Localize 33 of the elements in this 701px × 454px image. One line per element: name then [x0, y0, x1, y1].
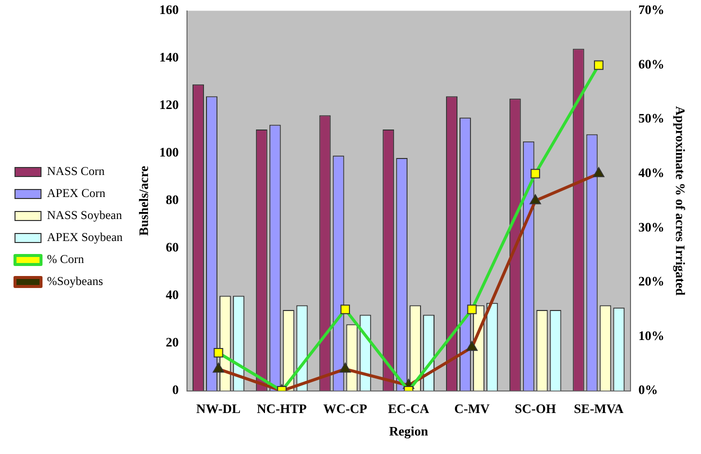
y-tick-label: 20	[166, 334, 179, 350]
y-tick-label: 40	[166, 287, 179, 302]
legend-label: APEX Corn	[47, 186, 106, 200]
x-tick-label: SE-MVA	[574, 400, 624, 416]
x-tick-label: C-MV	[454, 400, 490, 416]
y-tick-label: 160	[159, 2, 179, 18]
y2-tick-label: 40%	[638, 165, 664, 180]
x-tick-label: EC-CA	[388, 400, 430, 416]
y2-tick-label: 20%	[638, 274, 664, 289]
y-axis-title: Bushels/acre	[136, 166, 151, 236]
y2-tick-label: 0%	[638, 382, 658, 398]
legend-label: NASS Corn	[47, 164, 105, 178]
x-axis-title: Region	[389, 424, 429, 439]
legend-label: %Soybeans	[47, 274, 104, 288]
x-tick-label: WC-CP	[323, 400, 368, 416]
y2-tick-label: 60%	[638, 56, 664, 72]
y-tick-label: 80	[166, 192, 179, 208]
x-tick-label: NC-HTP	[256, 400, 307, 416]
y2-tick-label: 70%	[638, 2, 664, 18]
y2-tick-label: 50%	[638, 110, 664, 126]
legend-label: % Corn	[47, 252, 84, 266]
y-tick-label: 0	[172, 382, 179, 398]
x-tick-label: NW-DL	[196, 400, 241, 416]
y2-tick-label: 30%	[638, 219, 664, 234]
y-tick-label: 120	[159, 97, 179, 112]
x-tick-label: SC-OH	[514, 400, 556, 416]
y-tick-label: 100	[159, 144, 179, 160]
legend-label: APEX Soybean	[47, 230, 123, 244]
legend-label: NASS Soybean	[47, 208, 122, 222]
y2-tick-label: 10%	[638, 328, 664, 343]
y2-axis-title: Approximate % of acres Irrigated	[672, 106, 688, 296]
y-tick-label: 140	[159, 50, 179, 65]
y-tick-label: 60	[166, 240, 179, 255]
